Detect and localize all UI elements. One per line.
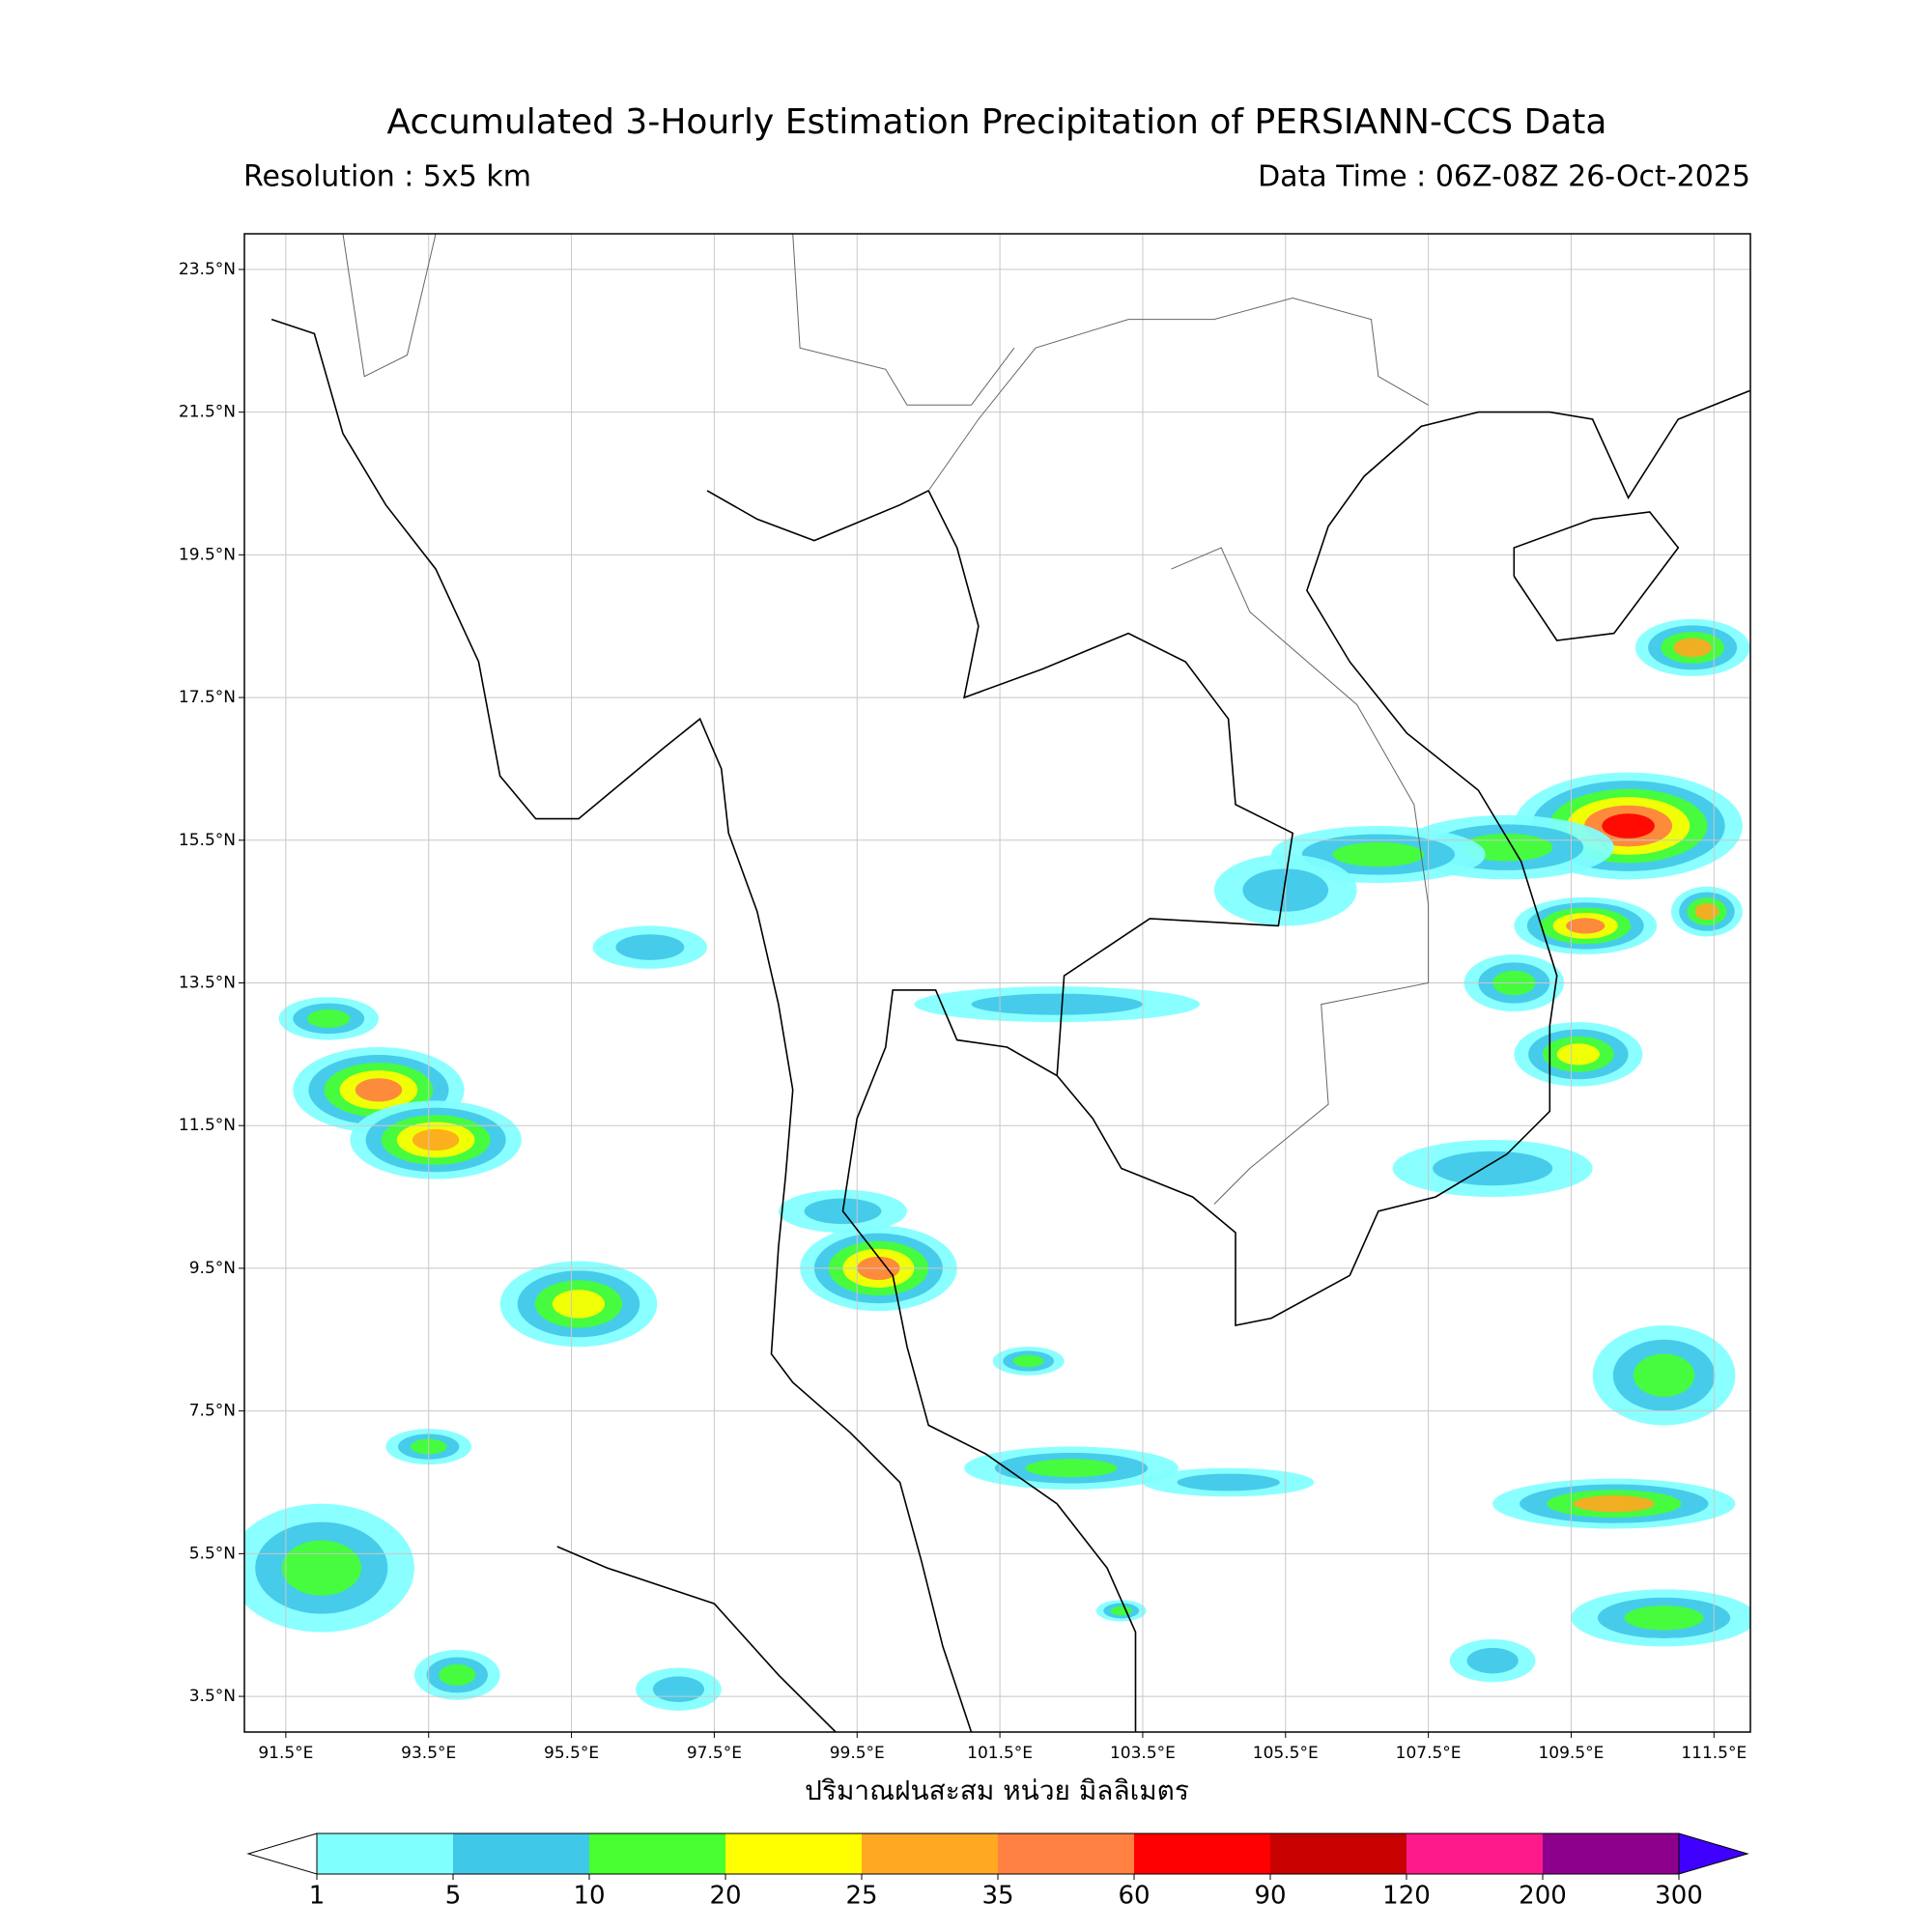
lat-tick-label: 7.5°N	[189, 1402, 236, 1421]
x-label: ปริมาณฝนสะสม หน่วย มิลลิเมตร	[805, 1775, 1189, 1806]
title: Accumulated 3-Hourly Estimation Precipit…	[387, 102, 1607, 142]
colorbar-box	[589, 1833, 725, 1874]
precip-area	[1466, 1647, 1519, 1674]
colorbar-box	[998, 1833, 1134, 1874]
colorbar-label: 25	[845, 1882, 877, 1911]
colorbar: 1 5 10 20 25 35 60 90 120 200 300	[246, 1833, 1749, 1911]
coastline	[1513, 511, 1680, 641]
lon-tick-label: 111.5°E	[1681, 1744, 1747, 1763]
precip-area	[355, 1078, 403, 1102]
colorbar-box	[725, 1833, 862, 1874]
colorbar-box	[1270, 1833, 1406, 1874]
coastline	[556, 1546, 837, 1732]
lon-tick-label: 97.5°E	[687, 1744, 742, 1763]
lon-tick-label: 93.5°E	[401, 1744, 456, 1763]
colorbar-box	[1543, 1833, 1679, 1874]
colorbar-label: 300	[1655, 1882, 1703, 1911]
precip-area	[1110, 1605, 1132, 1616]
lat-tick-label: 19.5°N	[179, 545, 236, 564]
lon-tick-label: 91.5°E	[258, 1744, 313, 1763]
lat-tick-label: 17.5°N	[179, 688, 236, 707]
precip-area	[1694, 903, 1719, 921]
resolution: Resolution : 5x5 km	[243, 160, 531, 194]
colorbar-label: 35	[981, 1882, 1013, 1911]
lat-tick-label: 15.5°N	[179, 831, 236, 850]
lon-tick-label: 99.5°E	[830, 1744, 885, 1763]
colorbar-label: 60	[1118, 1882, 1150, 1911]
lon-tick-label: 101.5°E	[967, 1744, 1033, 1763]
lon-tick-label: 95.5°E	[544, 1744, 599, 1763]
lat-tick-label: 11.5°N	[179, 1116, 236, 1135]
precip-area	[1573, 1495, 1655, 1513]
lat-tick-label: 9.5°N	[189, 1259, 236, 1278]
precip-area	[412, 1128, 460, 1151]
country-border	[927, 297, 1429, 492]
country-border	[342, 234, 437, 378]
precip-area	[281, 1540, 362, 1596]
precip-area	[1602, 813, 1655, 838]
country-border	[1171, 547, 1430, 1205]
lon-tick-label: 107.5°E	[1396, 1744, 1462, 1763]
colorbar-box	[453, 1833, 589, 1874]
coastline	[270, 318, 973, 1732]
map-area	[244, 234, 1750, 1732]
colorbar-box	[862, 1833, 998, 1874]
precip-area	[615, 934, 685, 960]
lat-tick-label: 21.5°N	[179, 403, 236, 422]
colorbar-box	[1134, 1833, 1270, 1874]
precip-area	[1177, 1473, 1280, 1492]
precip-area	[552, 1290, 606, 1319]
lat-tick-label: 23.5°N	[179, 260, 236, 279]
lon-tick-label: 103.5°E	[1110, 1744, 1176, 1763]
precip-area	[1633, 1353, 1695, 1397]
colorbar-label: 10	[573, 1882, 605, 1911]
precip-area	[1673, 638, 1712, 658]
precip-area	[1025, 1459, 1118, 1478]
precip-area	[1566, 918, 1605, 934]
colorbar-box	[317, 1833, 453, 1874]
precip-area	[1556, 1043, 1601, 1065]
precip-area	[439, 1663, 476, 1686]
lon-tick-label: 109.5°E	[1538, 1744, 1604, 1763]
lon-tick-label: 105.5°E	[1253, 1744, 1319, 1763]
colorbar-label: 20	[709, 1882, 741, 1911]
data-time: Data Time : 06Z-08Z 26-Oct-2025	[1258, 160, 1750, 194]
colorbar-label: 120	[1382, 1882, 1431, 1911]
precip-area	[1433, 1151, 1553, 1186]
lat-tick-label: 13.5°N	[179, 974, 236, 993]
precip-area	[1012, 1354, 1044, 1368]
precip-area	[1332, 841, 1425, 867]
precip-area	[1624, 1605, 1704, 1631]
colorbar-label: 90	[1254, 1882, 1286, 1911]
country-border	[699, 234, 1015, 406]
precip-area	[307, 1009, 351, 1028]
lat-tick-label: 5.5°N	[189, 1544, 236, 1563]
precip-area	[971, 993, 1143, 1015]
coastline	[841, 389, 1750, 1732]
thailand-border	[706, 489, 1294, 1076]
precip-area	[652, 1676, 705, 1702]
colorbar-label: 5	[445, 1882, 462, 1911]
colorbar-label: 200	[1519, 1882, 1567, 1911]
lat-tick-label: 3.5°N	[189, 1687, 236, 1706]
colorbar-label: 1	[309, 1882, 326, 1911]
colorbar-box	[1406, 1833, 1543, 1874]
